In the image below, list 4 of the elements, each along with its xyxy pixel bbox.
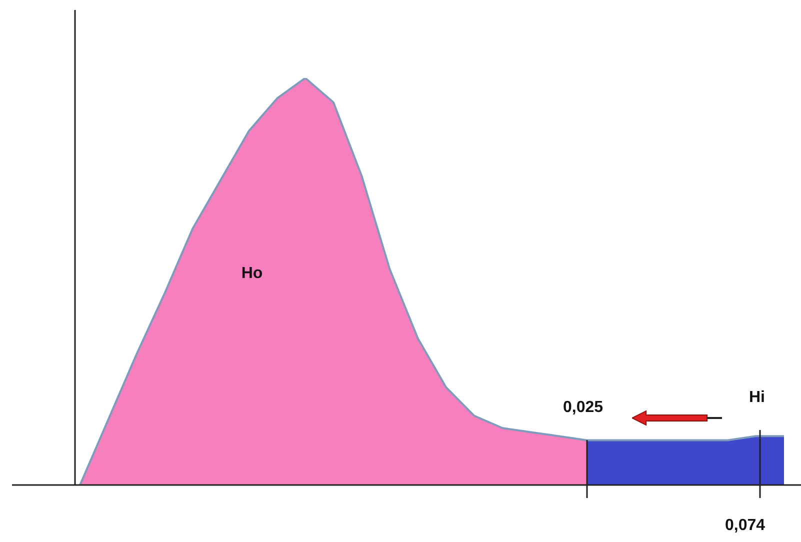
text: 0,074	[724, 517, 766, 534]
annotation: Hi	[749, 389, 765, 406]
annotation: Ho	[241, 265, 263, 282]
annotation: 0,025	[562, 399, 604, 416]
